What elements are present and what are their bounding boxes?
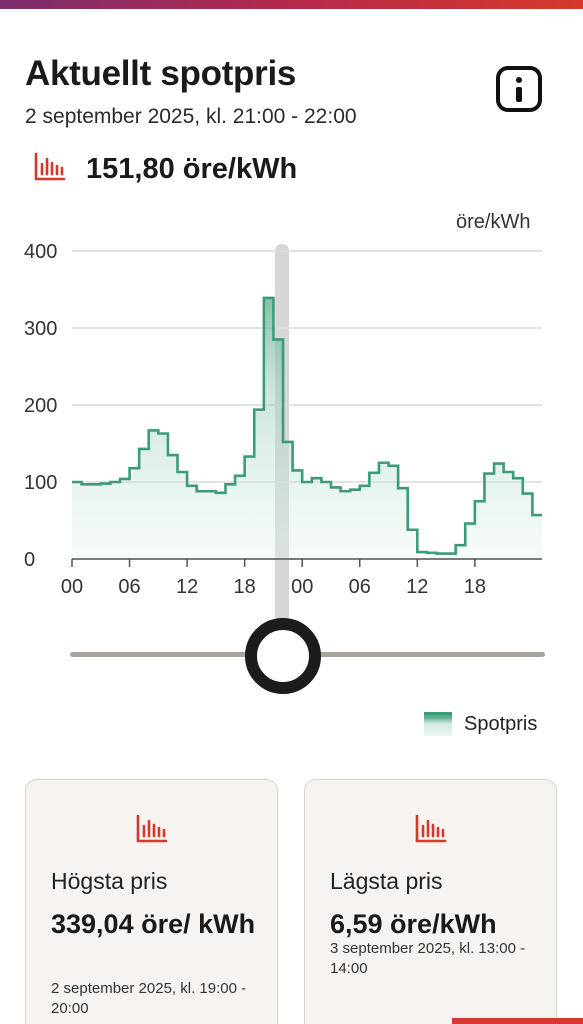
current-price-value: 151,80 öre/kWh bbox=[86, 153, 298, 185]
x-tick-label: 06 bbox=[349, 576, 371, 598]
info-icon[interactable] bbox=[496, 66, 542, 112]
chart-legend: Spotpris bbox=[424, 712, 537, 736]
price-chart: 0 100 200 300 400 00 06 12 18 00 06 12 18 bbox=[24, 241, 542, 598]
lowest-price-date: 3 september 2025, kl. 13:00 - 14:00 bbox=[330, 940, 526, 977]
y-axis-unit-label: öre/kWh bbox=[456, 211, 531, 233]
x-tick-label: 12 bbox=[406, 576, 428, 598]
x-tick-label: 12 bbox=[176, 576, 198, 598]
info-stem bbox=[516, 87, 522, 102]
highest-price-title: Högsta pris bbox=[51, 868, 168, 894]
x-tick-label: 18 bbox=[464, 576, 486, 598]
y-axis-ticks: 0 100 200 300 400 bbox=[24, 241, 57, 571]
y-tick-label: 0 bbox=[24, 549, 35, 571]
current-price-row: 151,80 öre/kWh bbox=[34, 152, 297, 187]
x-axis-ticks: 00 06 12 18 00 06 12 18 bbox=[61, 558, 542, 598]
bottom-accent-bar bbox=[452, 1018, 583, 1024]
x-tick-label: 00 bbox=[61, 576, 83, 598]
y-tick-label: 100 bbox=[24, 472, 57, 494]
legend-swatch bbox=[424, 712, 452, 736]
bar-chart-icon bbox=[34, 152, 66, 187]
x-tick-label: 06 bbox=[118, 576, 140, 598]
x-tick-label: 18 bbox=[234, 576, 256, 598]
time-slider-handle[interactable] bbox=[245, 618, 321, 694]
y-tick-label: 200 bbox=[24, 395, 57, 417]
top-accent-bar bbox=[0, 0, 583, 9]
y-tick-label: 300 bbox=[24, 318, 57, 340]
lowest-price-title: Lägsta pris bbox=[330, 868, 443, 894]
series-spotpris-line bbox=[72, 296, 542, 555]
page-title: Aktuellt spotpris bbox=[25, 54, 297, 93]
y-tick-label: 400 bbox=[24, 241, 57, 263]
highest-price-card: Högsta pris 339,04 öre/ kWh 2 september … bbox=[25, 779, 278, 1024]
x-tick-label: 00 bbox=[291, 576, 313, 598]
series-spotpris-area bbox=[72, 297, 542, 559]
highest-price-date: 2 september 2025, kl. 19:00 - 20:00 bbox=[51, 980, 247, 1017]
bar-chart-icon bbox=[136, 814, 168, 849]
lowest-price-card: Lägsta pris 6,59 öre/kWh 3 september 202… bbox=[304, 779, 557, 1024]
lowest-price-value: 6,59 öre/kWh bbox=[330, 909, 497, 939]
info-dot bbox=[516, 77, 522, 83]
chart-area bbox=[72, 296, 542, 559]
bar-chart-icon bbox=[415, 814, 447, 849]
highest-price-value: 339,04 öre/ kWh bbox=[51, 909, 256, 939]
page-subtitle: 2 september 2025, kl. 21:00 - 22:00 bbox=[25, 105, 357, 128]
legend-label: Spotpris bbox=[464, 712, 538, 735]
